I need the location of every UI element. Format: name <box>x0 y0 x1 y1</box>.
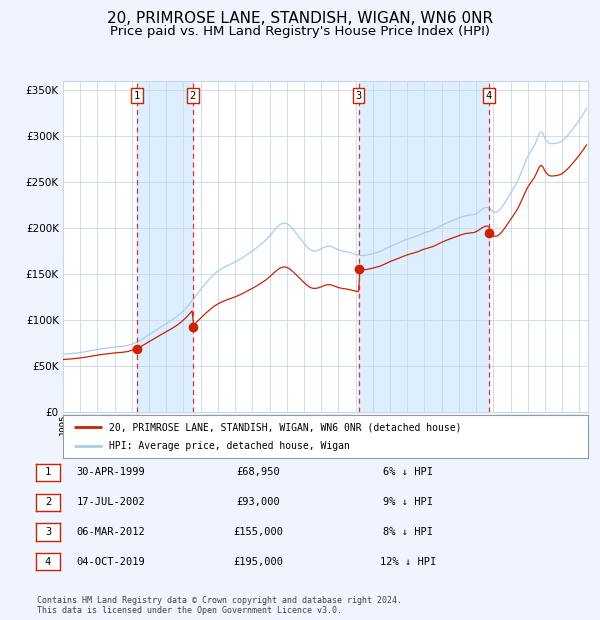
Text: HPI: Average price, detached house, Wigan: HPI: Average price, detached house, Wiga… <box>109 441 350 451</box>
Text: £68,950: £68,950 <box>236 467 280 477</box>
Text: £93,000: £93,000 <box>236 497 280 507</box>
Text: 3: 3 <box>355 91 362 100</box>
Text: £195,000: £195,000 <box>233 557 283 567</box>
Text: 8% ↓ HPI: 8% ↓ HPI <box>383 527 433 537</box>
Bar <box>137 81 193 412</box>
Text: 2: 2 <box>190 91 196 100</box>
Text: 2: 2 <box>45 497 51 507</box>
Text: 30-APR-1999: 30-APR-1999 <box>77 467 145 477</box>
Text: £155,000: £155,000 <box>233 527 283 537</box>
Text: Price paid vs. HM Land Registry's House Price Index (HPI): Price paid vs. HM Land Registry's House … <box>110 25 490 38</box>
Text: 4: 4 <box>45 557 51 567</box>
Text: 4: 4 <box>486 91 492 100</box>
Text: 9% ↓ HPI: 9% ↓ HPI <box>383 497 433 507</box>
Text: 20, PRIMROSE LANE, STANDISH, WIGAN, WN6 0NR (detached house): 20, PRIMROSE LANE, STANDISH, WIGAN, WN6 … <box>109 422 462 432</box>
Bar <box>359 81 489 412</box>
Text: 1: 1 <box>45 467 51 477</box>
Text: 06-MAR-2012: 06-MAR-2012 <box>77 527 145 537</box>
Text: 17-JUL-2002: 17-JUL-2002 <box>77 497 145 507</box>
Text: 04-OCT-2019: 04-OCT-2019 <box>77 557 145 567</box>
Text: Contains HM Land Registry data © Crown copyright and database right 2024.
This d: Contains HM Land Registry data © Crown c… <box>37 596 402 615</box>
Text: 12% ↓ HPI: 12% ↓ HPI <box>380 557 436 567</box>
Text: 1: 1 <box>134 91 140 100</box>
Text: 3: 3 <box>45 527 51 537</box>
Text: 6% ↓ HPI: 6% ↓ HPI <box>383 467 433 477</box>
Text: 20, PRIMROSE LANE, STANDISH, WIGAN, WN6 0NR: 20, PRIMROSE LANE, STANDISH, WIGAN, WN6 … <box>107 11 493 26</box>
